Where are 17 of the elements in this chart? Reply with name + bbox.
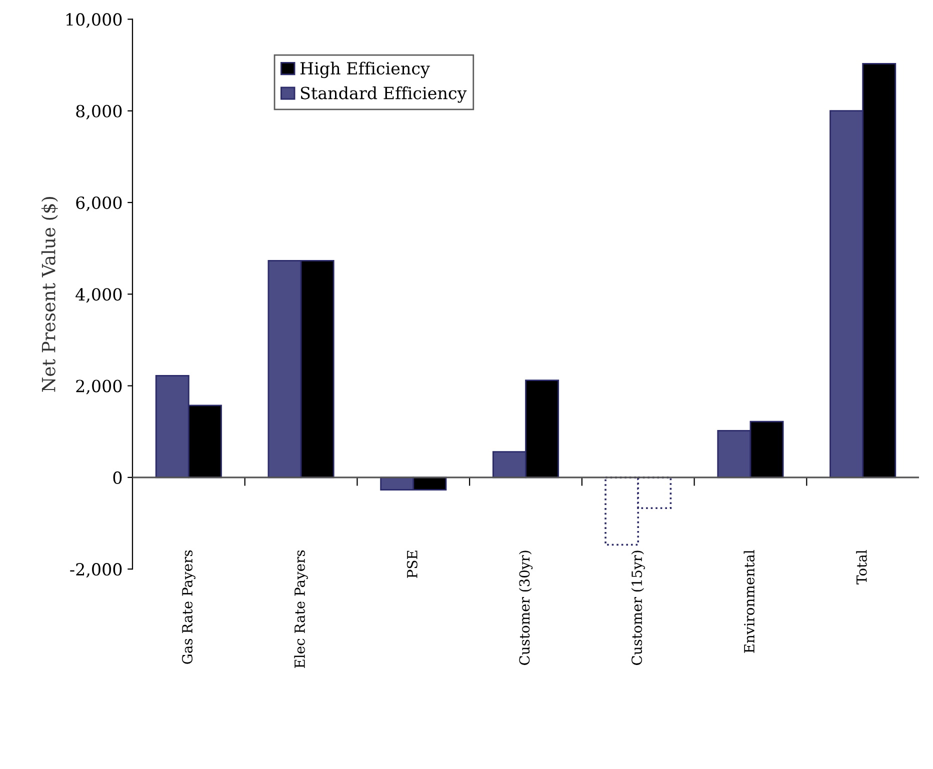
y-tick-label: 10,000 xyxy=(66,13,122,28)
legend-label: High Efficiency xyxy=(300,62,430,78)
y-tick-label: 2,000 xyxy=(76,380,122,394)
x-tick-label: Customer (30yr) xyxy=(518,550,533,665)
y-tick-label: 0 xyxy=(113,471,122,484)
x-tick-label: Elec Rate Payers xyxy=(294,550,308,668)
y-tick-label: 4,000 xyxy=(76,288,122,303)
x-tick-label: Gas Rate Payers xyxy=(182,550,196,664)
x-tick-label: Environmental xyxy=(744,550,754,653)
x-tick-label: Customer (15yr) xyxy=(631,550,645,665)
y-tick-label: 6,000 xyxy=(76,196,122,212)
y-axis-title: Net Present Value ($) xyxy=(41,197,58,392)
y-tick-label: 8,000 xyxy=(76,104,122,120)
legend-label: Standard Efficiency xyxy=(300,86,467,103)
y-tick-label: -2,000 xyxy=(70,563,122,578)
x-tick-label: PSE xyxy=(406,550,418,578)
x-tick-label: Total xyxy=(856,550,867,584)
